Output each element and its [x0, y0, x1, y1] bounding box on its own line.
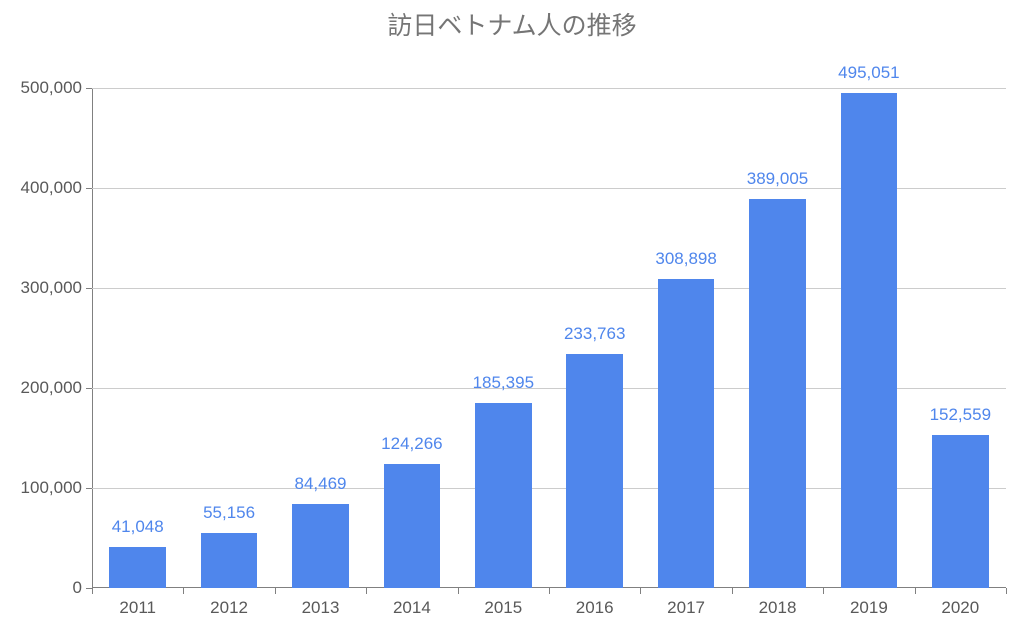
- data-label: 152,559: [930, 405, 991, 425]
- data-label: 495,051: [838, 63, 899, 83]
- x-tick-label: 2014: [393, 588, 431, 618]
- chart-title: 訪日ベトナム人の推移: [0, 6, 1024, 42]
- y-tick-label: 100,000: [21, 478, 92, 498]
- data-label: 84,469: [295, 474, 347, 494]
- plot-area: 0100,000200,000300,000400,000500,00041,0…: [92, 88, 1006, 588]
- bar: [749, 199, 806, 588]
- data-label: 233,763: [564, 324, 625, 344]
- y-tick-label: 0: [73, 578, 92, 598]
- y-tick-label: 200,000: [21, 378, 92, 398]
- x-tick-mark: [823, 588, 824, 594]
- x-tick-label: 2016: [576, 588, 614, 618]
- bar: [475, 403, 532, 588]
- bar: [841, 93, 898, 588]
- x-tick-label: 2018: [759, 588, 797, 618]
- x-tick-mark: [732, 588, 733, 594]
- x-tick-mark: [458, 588, 459, 594]
- data-label: 55,156: [203, 503, 255, 523]
- x-tick-mark: [915, 588, 916, 594]
- x-tick-mark: [92, 588, 93, 594]
- x-tick-mark: [640, 588, 641, 594]
- x-tick-mark: [1006, 588, 1007, 594]
- gridline: [92, 88, 1006, 89]
- x-tick-label: 2011: [119, 588, 156, 618]
- x-tick-mark: [183, 588, 184, 594]
- x-tick-mark: [549, 588, 550, 594]
- bar: [292, 504, 349, 588]
- x-tick-label: 2013: [302, 588, 340, 618]
- data-label: 124,266: [381, 434, 442, 454]
- x-tick-label: 2017: [667, 588, 705, 618]
- y-tick-label: 400,000: [21, 178, 92, 198]
- y-axis-line: [92, 88, 93, 588]
- bar: [566, 354, 623, 588]
- bar: [932, 435, 989, 588]
- bar: [658, 279, 715, 588]
- x-tick-label: 2015: [484, 588, 522, 618]
- bar: [201, 533, 258, 588]
- data-label: 185,395: [473, 373, 534, 393]
- data-label: 41,048: [112, 517, 164, 537]
- x-tick-label: 2020: [941, 588, 979, 618]
- x-tick-label: 2019: [850, 588, 888, 618]
- bar: [109, 547, 166, 588]
- x-tick-mark: [366, 588, 367, 594]
- data-label: 308,898: [655, 249, 716, 269]
- bar: [384, 464, 441, 588]
- y-tick-label: 300,000: [21, 278, 92, 298]
- chart-container: 訪日ベトナム人の推移 0100,000200,000300,000400,000…: [0, 0, 1024, 640]
- data-label: 389,005: [747, 169, 808, 189]
- x-tick-mark: [275, 588, 276, 594]
- x-tick-label: 2012: [210, 588, 248, 618]
- y-tick-label: 500,000: [21, 78, 92, 98]
